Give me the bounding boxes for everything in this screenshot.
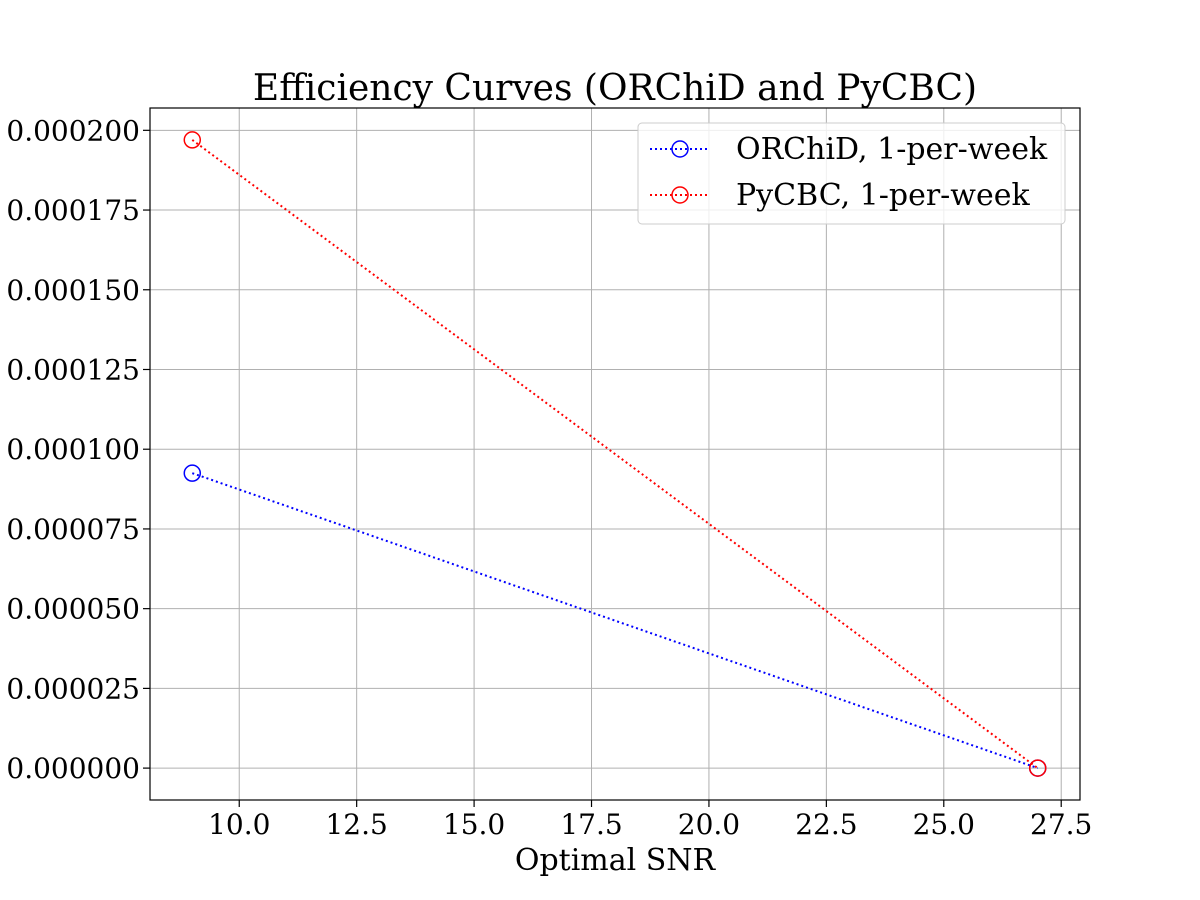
x-tick-label: 25.0 (913, 808, 975, 841)
plot-series (183, 131, 1047, 777)
orchid-series-line (191, 472, 1039, 770)
y-tick-label: 0.000175 (6, 194, 140, 227)
pycbc-legend-marker (671, 186, 689, 204)
x-tick-label: 27.5 (1030, 808, 1092, 841)
orchid-legend-marker (671, 140, 689, 158)
plot-frame (149, 107, 1081, 801)
y-tick-label: 0.000050 (6, 593, 140, 626)
x-tick-label: 15.0 (443, 808, 505, 841)
y-tick-label: 0.000150 (6, 274, 140, 307)
x-tick-label: 17.5 (560, 808, 622, 841)
legend-box (637, 122, 1066, 225)
x-axis-label: Optimal SNR (515, 843, 717, 878)
x-tick-label: 20.0 (678, 808, 740, 841)
y-tick-label: 0.000200 (6, 114, 140, 147)
x-tick-label: 22.5 (795, 808, 857, 841)
x-axis-ticks: 10.0 12.5 15.0 17.5 20.0 22.5 25.0 27.5 (208, 800, 1092, 841)
pycbc-series-line (191, 139, 1039, 769)
y-tick-label: 0.000025 (6, 672, 140, 705)
y-tick-label: 0.000075 (6, 513, 140, 546)
orchid-legend-label: ORChiD, 1-per-week (736, 132, 1048, 167)
chart-title: Efficiency Curves (ORChiD and PyCBC) (253, 68, 977, 109)
orchid-data-point (183, 464, 202, 482)
y-tick-label: 0.000100 (6, 433, 140, 466)
y-axis-ticks: 0.000000 0.000025 0.000050 0.000075 0.000100… (6, 114, 150, 785)
pycbc-data-point (1028, 759, 1047, 777)
y-tick-label: 0.000125 (6, 353, 140, 386)
pycbc-data-point (183, 131, 202, 149)
y-tick-label: 0.000000 (6, 752, 140, 785)
x-tick-label: 12.5 (325, 808, 387, 841)
legend: ORChiD, 1-per-week PyCBC, 1-per-week (637, 122, 1066, 225)
pycbc-legend-label: PyCBC, 1-per-week (736, 178, 1030, 213)
x-tick-label: 10.0 (208, 808, 270, 841)
